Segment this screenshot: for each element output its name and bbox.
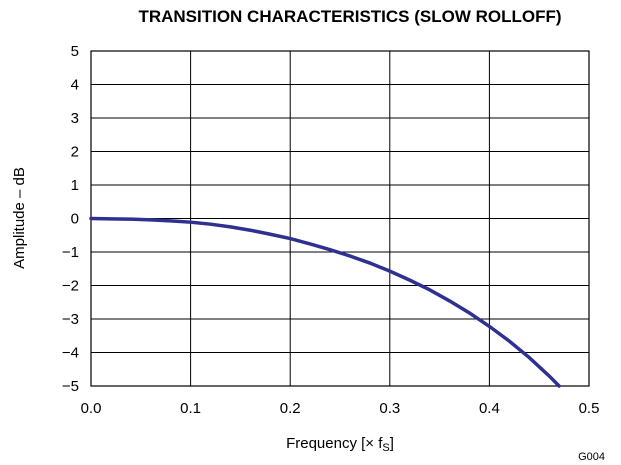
y-tick-label: −3 (62, 311, 79, 328)
x-axis-label-close: ] (390, 435, 394, 452)
x-axis-label-times: × (365, 435, 374, 452)
figure-id: G004 (578, 451, 605, 463)
grid (90, 50, 590, 387)
x-axis-label-main: Frequency [ (286, 435, 366, 452)
x-tick-label: 0.1 (180, 400, 201, 417)
x-axis-label-sub: S (382, 442, 389, 454)
y-tick-labels: 5 4 3 2 1 0 −1 −2 −3 −4 −5 (62, 43, 79, 395)
y-tick-label: 3 (71, 110, 79, 127)
y-tick-label: −4 (62, 345, 79, 362)
x-axis-label-var: f (374, 435, 383, 452)
x-tick-label: 0.4 (479, 400, 500, 417)
y-tick-label: −5 (62, 378, 79, 395)
x-tick-label: 0.0 (81, 400, 102, 417)
y-tick-label: 4 (71, 77, 79, 94)
y-tick-label: −2 (62, 278, 79, 295)
x-axis-label: Frequency [× fS] (286, 435, 394, 454)
x-tick-labels: 0.0 0.1 0.2 0.3 0.4 0.5 (81, 400, 600, 417)
x-tick-label: 0.3 (379, 400, 400, 417)
y-tick-label: 1 (71, 177, 79, 194)
y-tick-label: 5 (71, 43, 79, 60)
y-tick-label: 2 (71, 144, 79, 161)
x-tick-label: 0.5 (579, 400, 600, 417)
chart-title: TRANSITION CHARACTERISTICS (SLOW ROLLOFF… (138, 7, 561, 26)
series-line (89, 216, 561, 388)
y-tick-label: 0 (71, 211, 79, 228)
y-tick-label: −1 (62, 244, 79, 261)
x-tick-label: 0.2 (280, 400, 301, 417)
y-axis-label: Amplitude – dB (11, 167, 28, 269)
